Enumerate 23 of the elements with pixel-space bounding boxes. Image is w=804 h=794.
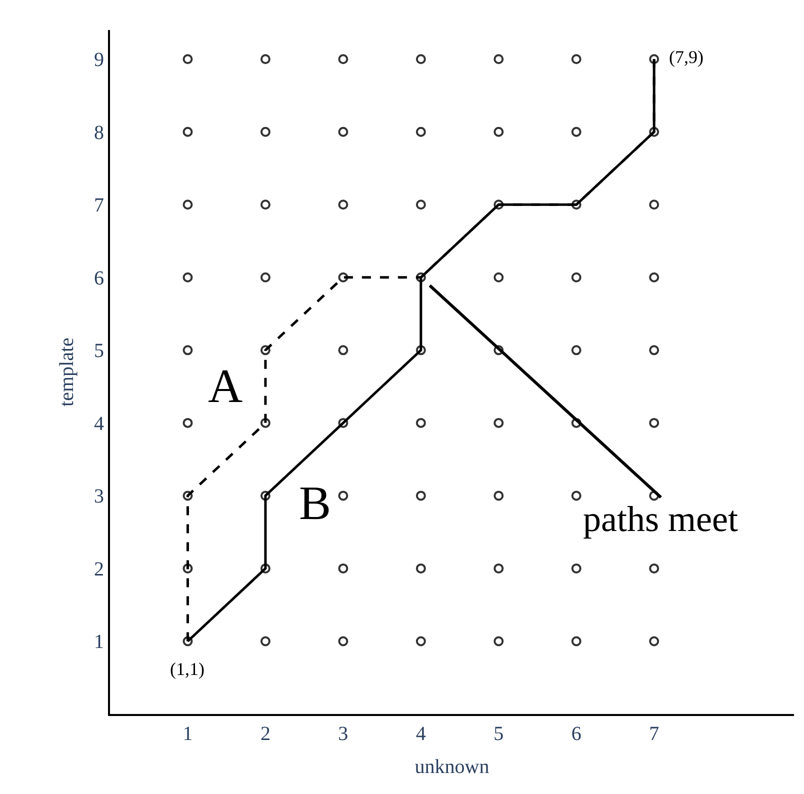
x-tick-label: 1 <box>182 723 193 745</box>
y-tick-label: 1 <box>94 631 104 654</box>
annotation: A <box>208 360 243 413</box>
x-tick-label: 6 <box>571 723 582 745</box>
y-tick-label: 3 <box>94 486 104 508</box>
annotation: (7,9) <box>669 47 704 67</box>
y-tick-label: 4 <box>94 412 104 435</box>
y-axis-title: template <box>56 337 78 406</box>
annotation: (1,1) <box>170 659 204 679</box>
y-tick-label: 8 <box>94 122 104 144</box>
x-axis-title: unknown <box>414 756 490 778</box>
y-tick-label: 2 <box>94 558 104 580</box>
y-tick-label: 6 <box>94 267 104 290</box>
x-tick-label: 5 <box>494 723 504 745</box>
x-tick-label: 3 <box>338 723 348 745</box>
y-tick-label: 7 <box>94 194 104 217</box>
x-tick-label: 4 <box>416 723 426 745</box>
annotation: B <box>299 477 332 530</box>
annotation: paths meet <box>583 499 738 539</box>
y-tick-label: 5 <box>94 340 104 362</box>
x-tick-label: 7 <box>649 723 660 745</box>
x-tick-label: 2 <box>260 723 270 745</box>
y-tick-label: 9 <box>94 49 104 72</box>
